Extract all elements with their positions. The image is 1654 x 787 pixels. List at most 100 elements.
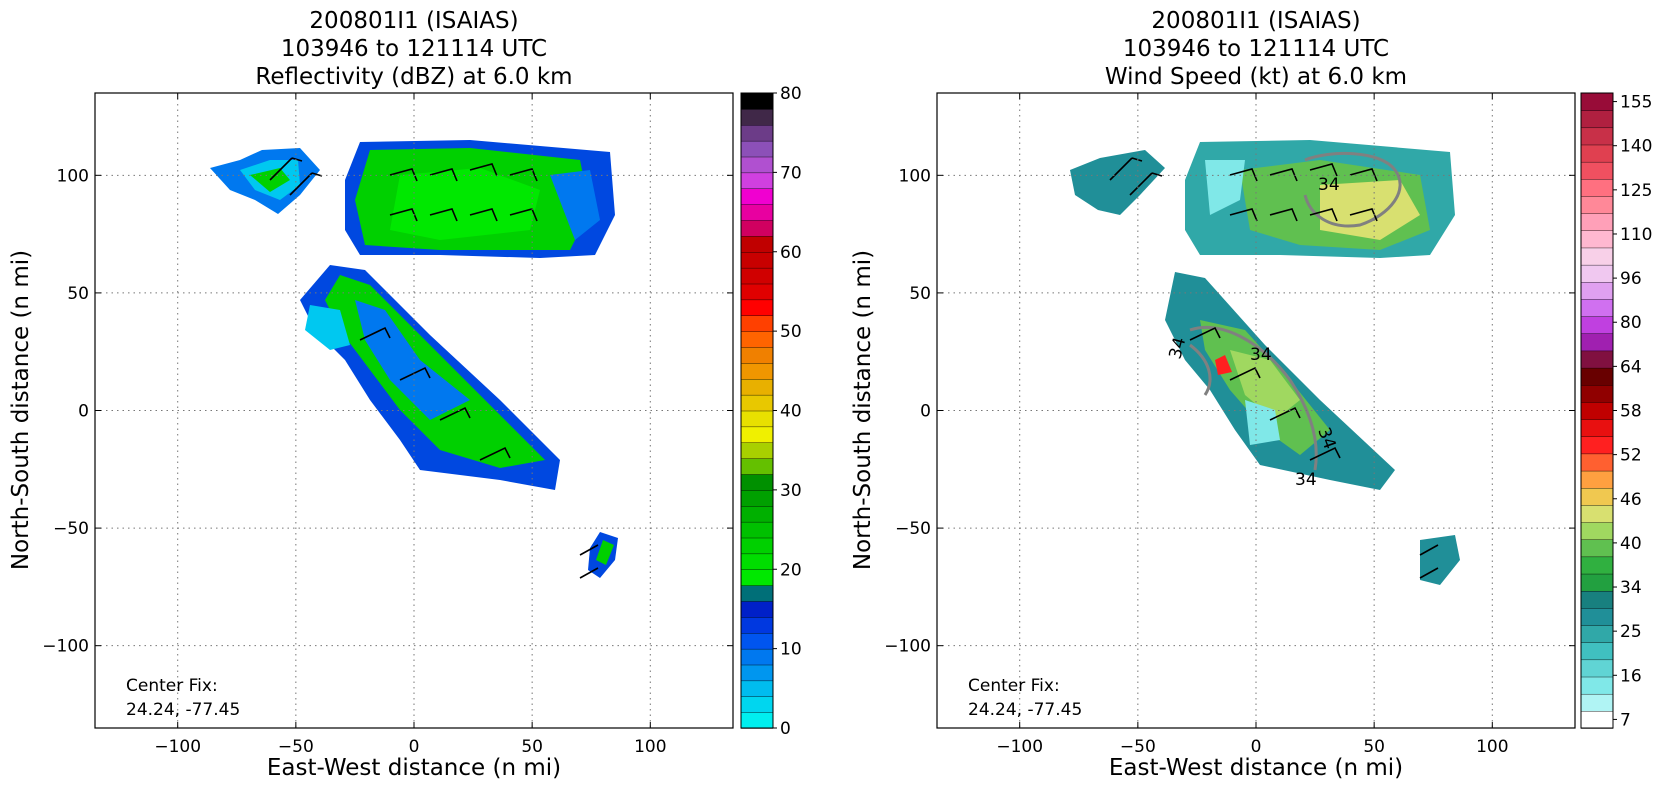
colorbar-segment	[740, 648, 774, 666]
colorbar-segment	[740, 457, 774, 475]
colorbar-tick-label: 20	[780, 560, 802, 580]
x-tick-label: 100	[1476, 737, 1508, 757]
colorbar-segment	[740, 251, 774, 269]
y-tick-label: −50	[895, 519, 931, 539]
y-tick-label: 50	[67, 284, 89, 304]
colorbar-tick-label: 25	[1620, 622, 1642, 642]
left-y-ticks: −100 −50 0 50 100	[42, 166, 733, 657]
colorbar-segment	[1580, 710, 1614, 729]
colorbar-segment	[740, 140, 774, 158]
colorbar-tick-label: 70	[780, 163, 802, 183]
colorbar-segment	[1580, 539, 1614, 558]
colorbar-segment	[1580, 178, 1614, 197]
colorbar-tick-label: 155	[1620, 93, 1652, 113]
contour-label: 34	[1295, 470, 1317, 490]
colorbar-segment	[740, 505, 774, 523]
colorbar-segment	[740, 267, 774, 285]
right-wind-field	[1070, 140, 1460, 585]
colorbar-segment	[1580, 521, 1614, 540]
colorbar-segment	[740, 696, 774, 713]
colorbar-tick-label: 80	[1620, 313, 1642, 333]
right-y-axis-label: North-South distance (n mi)	[850, 250, 876, 570]
left-radar-field	[210, 140, 618, 578]
colorbar-tick-label: 50	[780, 322, 802, 342]
colorbar-tick-label: 7	[1620, 710, 1631, 730]
right-x-ticks: −100 −50 0 50 100	[996, 93, 1509, 757]
colorbar-segment	[1580, 607, 1614, 626]
y-tick-label: 100	[57, 166, 89, 186]
colorbar-segment	[1580, 350, 1614, 369]
colorbar-tick-label: 125	[1620, 181, 1652, 201]
left-y-axis-label: North-South distance (n mi)	[8, 250, 34, 570]
colorbar-tick-label: 16	[1620, 666, 1642, 686]
left-time-range: 103946 to 121114 UTC	[281, 36, 547, 62]
colorbar-segment	[1580, 401, 1614, 420]
colorbar-segment	[1580, 367, 1614, 386]
colorbar-segment	[740, 537, 774, 555]
colorbar-segment	[1580, 624, 1614, 643]
colorbar-segment	[1580, 333, 1614, 352]
x-tick-label: 50	[1363, 737, 1385, 757]
colorbar-tick-label: 96	[1620, 269, 1642, 289]
left-grid	[95, 93, 733, 728]
colorbar-segment	[740, 426, 774, 443]
colorbar-segment	[1580, 384, 1614, 403]
colorbar-tick-label: 0	[780, 719, 791, 739]
colorbar-segment	[740, 394, 774, 412]
colorbar-segment	[1580, 453, 1614, 472]
colorbar-segment	[740, 346, 774, 364]
colorbar-segment	[1580, 161, 1614, 180]
colorbar-segment	[740, 330, 774, 348]
right-grid	[937, 93, 1575, 728]
left-x-axis-label: East-West distance (n mi)	[267, 755, 561, 781]
right-field-title: Wind Speed (kt) at 6.0 km	[1105, 64, 1407, 90]
colorbar-segment	[740, 315, 774, 332]
colorbar-tick-label: 34	[1620, 578, 1642, 598]
x-tick-label: −50	[278, 737, 314, 757]
left-field-title: Reflectivity (dBZ) at 6.0 km	[255, 64, 572, 90]
colorbar-tick-label: 46	[1620, 490, 1642, 510]
x-tick-label: −100	[154, 737, 201, 757]
right-contours	[1189, 152, 1402, 471]
colorbar-segment	[1580, 144, 1614, 163]
colorbar-segment	[1580, 109, 1614, 129]
right-wind-barbs	[1109, 157, 1439, 579]
colorbar-tick-label: 80	[780, 84, 802, 104]
y-tick-label: 0	[78, 402, 89, 422]
right-center-fix-value: 24.24, -77.45	[968, 700, 1082, 720]
colorbar-segment	[740, 124, 774, 142]
colorbar-segment	[740, 188, 774, 205]
left-x-ticks: −100 −50 0 50 100	[154, 93, 667, 757]
colorbar-segment	[740, 442, 774, 459]
right-x-axis-label: East-West distance (n mi)	[1109, 755, 1403, 781]
colorbar-segment	[740, 711, 774, 729]
colorbar-tick-label: 110	[1620, 225, 1652, 245]
left-colorbar: 0 10 20 30 40 50 60 70 80	[740, 84, 802, 739]
colorbar-tick-label: 30	[780, 481, 802, 501]
x-tick-label: 50	[521, 737, 543, 757]
colorbar-segment	[1580, 92, 1614, 111]
colorbar-segment	[740, 600, 774, 618]
colorbar-segment	[740, 664, 774, 682]
colorbar-segment	[1580, 693, 1614, 712]
colorbar-segment	[740, 299, 774, 316]
left-center-fix-value: 24.24, -77.45	[126, 700, 240, 720]
colorbar-segment	[1580, 264, 1614, 283]
colorbar-segment	[740, 632, 774, 650]
colorbar-segment	[1580, 470, 1614, 489]
colorbar-segment	[1580, 212, 1614, 231]
colorbar-segment	[1580, 298, 1614, 317]
colorbar-tick-label: 40	[1620, 534, 1642, 554]
colorbar-segment	[740, 473, 774, 491]
colorbar-segment	[1580, 487, 1614, 506]
y-tick-label: −100	[884, 637, 931, 657]
x-tick-label: 0	[1251, 737, 1262, 757]
x-tick-label: −100	[996, 737, 1043, 757]
left-title: 200801I1 (ISAIAS)	[309, 8, 518, 34]
colorbar-segment	[740, 553, 774, 570]
colorbar-segment	[740, 616, 774, 634]
y-tick-label: 50	[909, 284, 931, 304]
colorbar-segment	[1580, 504, 1614, 523]
colorbar-segment	[740, 92, 774, 110]
